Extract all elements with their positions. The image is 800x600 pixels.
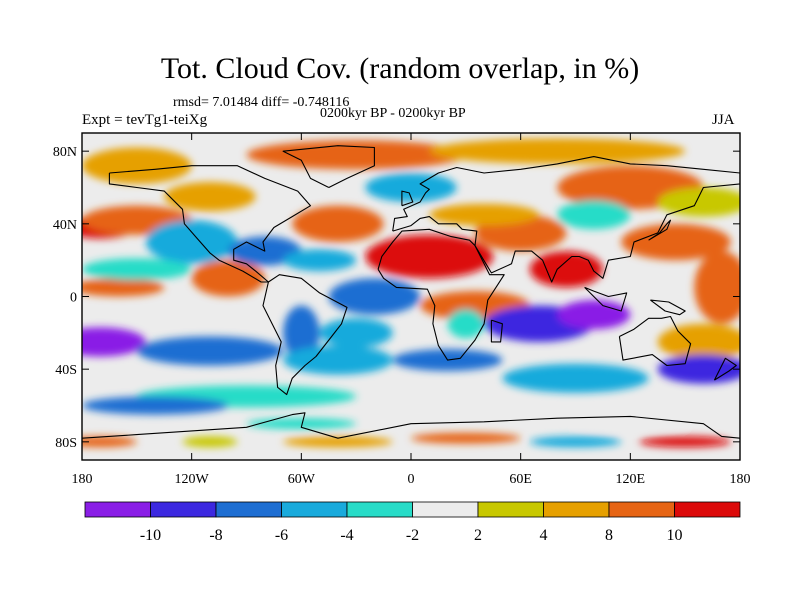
coastline	[648, 219, 672, 241]
colorbar-swatch	[346, 501, 413, 518]
anomaly-patch	[191, 260, 265, 297]
anomaly-patch	[164, 182, 256, 212]
anomaly-patch	[283, 305, 320, 361]
colorbar-swatch	[674, 501, 741, 518]
coastline	[584, 286, 628, 312]
anomaly-patch	[82, 258, 192, 281]
anomaly-patch	[82, 147, 192, 184]
anomaly-patch	[82, 436, 137, 448]
colorbar-label: 4	[540, 527, 548, 544]
colorbar-label: -8	[209, 527, 222, 544]
anomaly-patch	[283, 436, 393, 448]
anomaly-patch	[246, 140, 466, 170]
colorbar-swatch	[477, 501, 544, 518]
lon-tick-label: 0	[408, 472, 415, 487]
anomaly-patch	[283, 345, 393, 375]
anomaly-patch	[145, 220, 238, 264]
anomaly-patch	[411, 432, 521, 444]
colorbar-swatch	[84, 501, 151, 518]
anomaly-patch	[657, 187, 740, 217]
colorbar-swatch	[543, 501, 610, 518]
coastline	[282, 145, 375, 188]
lon-tick-label: 60E	[509, 472, 532, 487]
lat-tick-label: 40S	[55, 363, 77, 378]
colorbar-label: -2	[406, 527, 419, 544]
lon-tick-label: 180	[72, 472, 93, 487]
anomaly-patch	[429, 138, 686, 164]
colorbar-label: -10	[140, 527, 161, 544]
colorbar-swatch	[150, 501, 217, 518]
colorbar	[84, 501, 741, 518]
lat-tick-label: 80N	[53, 145, 77, 160]
anomaly-patch	[82, 396, 229, 415]
colorbar-swatch	[215, 501, 282, 518]
coastline	[392, 156, 740, 283]
colorbar-label: 2	[474, 527, 482, 544]
cloud-anomaly-field	[82, 133, 740, 460]
anomaly-patch	[429, 203, 539, 226]
colorbar-label: 10	[667, 527, 683, 544]
colorbar-swatch	[608, 501, 675, 518]
anomaly-patch	[383, 245, 475, 275]
colorbar-label: -6	[275, 527, 288, 544]
anomaly-patch	[639, 436, 731, 448]
colorbar-label: 8	[605, 527, 613, 544]
lat-tick-label: 0	[70, 291, 77, 306]
lon-tick-label: 180	[730, 472, 751, 487]
coastline	[490, 319, 503, 343]
anomaly-patch	[246, 418, 357, 430]
anomaly-patch	[82, 327, 146, 357]
anomaly-patch	[447, 309, 485, 339]
colorbar-swatch	[281, 501, 348, 518]
coastline	[713, 357, 737, 381]
period-subtitle: 0200kyr BP - 0200kyr BP	[320, 106, 466, 121]
anomaly-patch	[82, 278, 165, 297]
anomaly-patch	[557, 200, 631, 230]
anomaly-patch	[319, 318, 393, 348]
coastline	[108, 165, 312, 283]
anomaly-patch	[557, 300, 631, 330]
colorbar-swatch	[412, 501, 479, 518]
coastline	[650, 299, 686, 316]
coastline	[618, 315, 692, 367]
coastline	[377, 228, 505, 361]
rmsd-diff-stats: rmsd= 7.01484 diff= -0.748116	[173, 95, 350, 110]
experiment-label: Expt = tevTg1-teiXg	[82, 112, 208, 128]
lon-tick-label: 120W	[175, 472, 210, 487]
anomaly-patch	[365, 172, 457, 203]
anomaly-patch	[502, 363, 649, 393]
anomaly-patch	[529, 436, 622, 448]
season-label: JJA	[712, 112, 735, 128]
colorbar-label: -4	[340, 527, 353, 544]
coastline	[82, 412, 740, 439]
anomaly-patch	[292, 205, 384, 242]
anomaly-patch	[182, 436, 238, 448]
lat-tick-label: 80S	[55, 436, 77, 451]
plot-title: Tot. Cloud Cov. (random overlap, in %)	[160, 52, 640, 85]
coastline	[401, 190, 414, 207]
anomaly-patch	[136, 336, 284, 366]
anomaly-patch	[657, 323, 740, 361]
anomaly-patch	[283, 249, 357, 272]
lon-tick-label: 60W	[288, 472, 316, 487]
anomaly-patch	[328, 278, 421, 315]
anomaly-patch	[529, 251, 603, 288]
coastline	[262, 274, 348, 396]
anomaly-patch	[575, 418, 686, 430]
anomaly-patch	[621, 223, 731, 261]
anomaly-patch	[694, 251, 740, 324]
lon-tick-label: 120E	[616, 472, 646, 487]
lat-tick-label: 40N	[53, 218, 77, 233]
